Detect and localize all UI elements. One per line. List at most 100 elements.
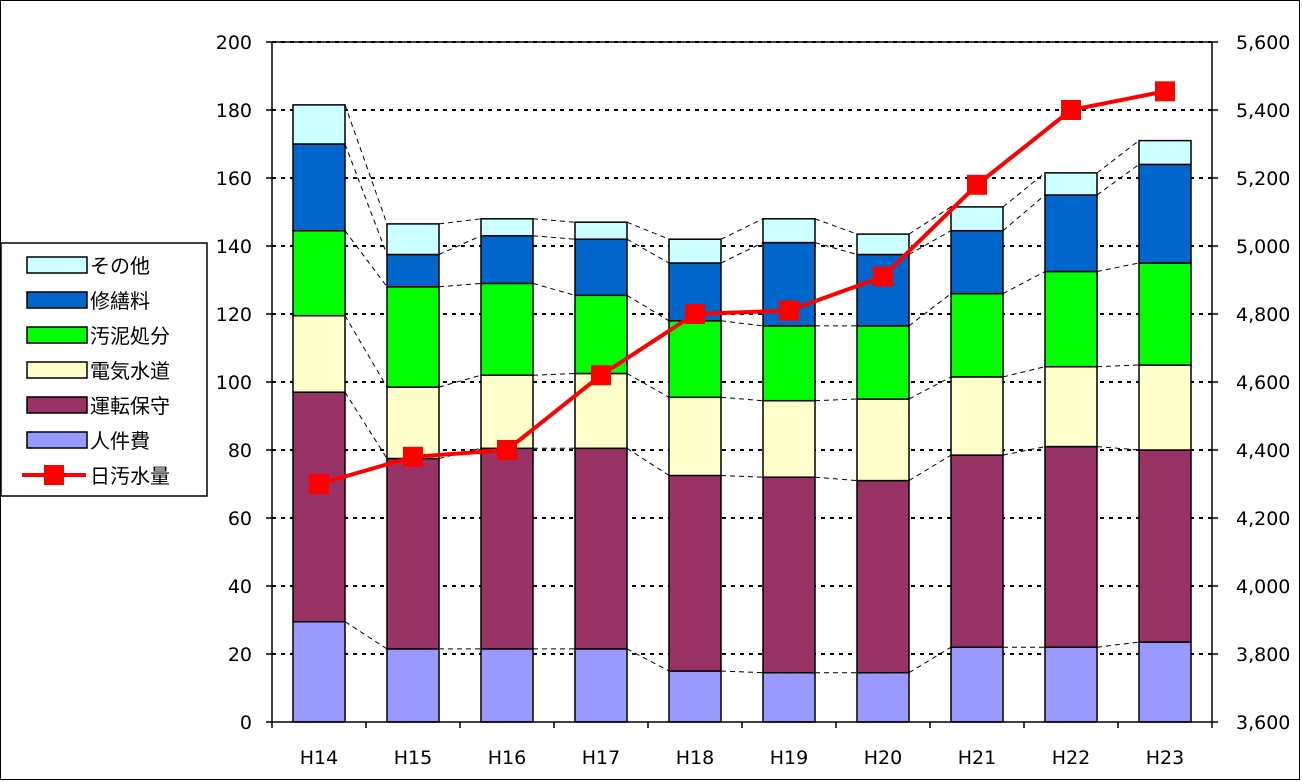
bar-segment <box>762 671 816 723</box>
series-connector <box>1002 446 1046 456</box>
series-connector <box>344 315 388 388</box>
bar-segment <box>762 476 816 674</box>
x-tick-label: H21 <box>958 747 996 769</box>
bar-segment <box>574 447 628 650</box>
line-point-marker <box>967 174 987 195</box>
line-point-marker <box>873 266 893 287</box>
series-connector <box>532 235 576 240</box>
y-right-tick-label: 4,000 <box>1236 576 1290 598</box>
bar-segment <box>950 206 1004 232</box>
series-connector <box>720 242 764 264</box>
bar-segment <box>292 314 346 393</box>
bar-segment <box>856 479 910 674</box>
bar-segment <box>856 325 910 400</box>
bar-segment <box>1138 163 1192 264</box>
y-left-tick-label: 100 <box>216 372 252 394</box>
line-point-marker <box>309 474 329 494</box>
bar-segment <box>856 233 910 256</box>
bar-segment <box>1138 364 1192 451</box>
y-left-tick-label: 80 <box>228 440 252 462</box>
stacked-bars <box>292 104 1192 723</box>
series-connector <box>344 391 388 459</box>
x-tick-label: H22 <box>1052 747 1090 769</box>
y-right-tick-label: 4,800 <box>1236 304 1290 326</box>
bar-segment <box>1044 194 1098 273</box>
x-tick-label: H16 <box>488 747 526 769</box>
bar-segment <box>292 620 346 723</box>
y-right-tick-label: 5,400 <box>1236 100 1290 122</box>
legend-swatch <box>26 396 88 414</box>
legend-swatch <box>26 291 88 309</box>
x-tick-label: H17 <box>582 747 620 769</box>
legend-swatch <box>26 256 88 274</box>
y-right-tick-label: 4,200 <box>1236 508 1290 530</box>
series-connector <box>908 376 952 400</box>
x-tick-label: H18 <box>676 747 714 769</box>
series-connector <box>532 373 576 376</box>
axes: 0 20 40 60 80 100 120 140 160 180 200 3,600 3,800 4,0… <box>216 32 1291 769</box>
bar-segment <box>1138 449 1192 643</box>
series-connector <box>626 238 670 264</box>
bar-segment <box>1044 445 1098 648</box>
series-connector <box>908 646 952 674</box>
y-right-tick-label: 5,200 <box>1236 168 1290 190</box>
bar-segment <box>480 648 534 723</box>
x-tick-label: H14 <box>300 747 338 769</box>
bar-segment <box>762 218 816 244</box>
series-connector <box>720 396 764 402</box>
x-tick-label: H19 <box>770 747 808 769</box>
series-connector <box>814 476 858 482</box>
bar-segment <box>574 238 628 297</box>
series-connector <box>1002 366 1046 378</box>
y-left-tick-label: 140 <box>216 236 252 258</box>
legend-label: 運転保守 <box>90 394 170 418</box>
series-connector <box>1096 140 1140 174</box>
legend-label: 修繕料 <box>90 289 150 313</box>
bar-segment <box>668 320 722 399</box>
line-point-marker <box>1061 100 1081 120</box>
bar-segment <box>950 454 1004 648</box>
bar-segment <box>762 399 816 478</box>
series-connector <box>720 475 764 478</box>
bar-segment <box>668 396 722 477</box>
y-right-tick-label: 5,000 <box>1236 236 1290 258</box>
line-point-marker <box>591 365 611 386</box>
bar-segment <box>386 457 440 650</box>
bar-segment <box>1138 641 1192 723</box>
bar-segment <box>480 447 534 650</box>
series-connector <box>1002 172 1046 208</box>
series-connector <box>626 648 670 672</box>
bar-segment <box>950 646 1004 723</box>
bar-segment <box>386 648 440 723</box>
series-connector <box>720 670 764 674</box>
series-connector <box>626 373 670 398</box>
line-point-marker <box>403 446 423 467</box>
legend-swatch <box>26 431 88 449</box>
bar-segment <box>480 218 534 237</box>
series-connector <box>626 447 670 476</box>
line-point-marker <box>685 304 705 324</box>
bar-segment <box>668 474 722 672</box>
bar-segment <box>292 104 346 145</box>
line-point-marker <box>497 440 517 460</box>
series-connector <box>908 293 952 327</box>
series-connector <box>1096 446 1140 451</box>
bar-segment <box>950 292 1004 378</box>
series-connector <box>1002 194 1046 232</box>
y-right-tick-label: 3,600 <box>1236 712 1290 734</box>
bar-segment <box>480 282 534 376</box>
bar-segment <box>950 376 1004 456</box>
x-tick-label: H15 <box>394 747 432 769</box>
series-connector <box>438 235 482 255</box>
y-right-tick-label: 4,400 <box>1236 440 1290 462</box>
legend-label: 日汚水量 <box>90 464 170 488</box>
x-tick-label: H23 <box>1146 747 1184 769</box>
y-left-tick-label: 120 <box>216 304 252 326</box>
bar-segment <box>386 286 440 388</box>
y-left-tick-label: 40 <box>228 576 252 598</box>
series-connector <box>814 218 858 235</box>
series-connector <box>626 294 670 322</box>
line-series-path <box>318 89 1166 486</box>
bar-segment <box>762 325 816 402</box>
